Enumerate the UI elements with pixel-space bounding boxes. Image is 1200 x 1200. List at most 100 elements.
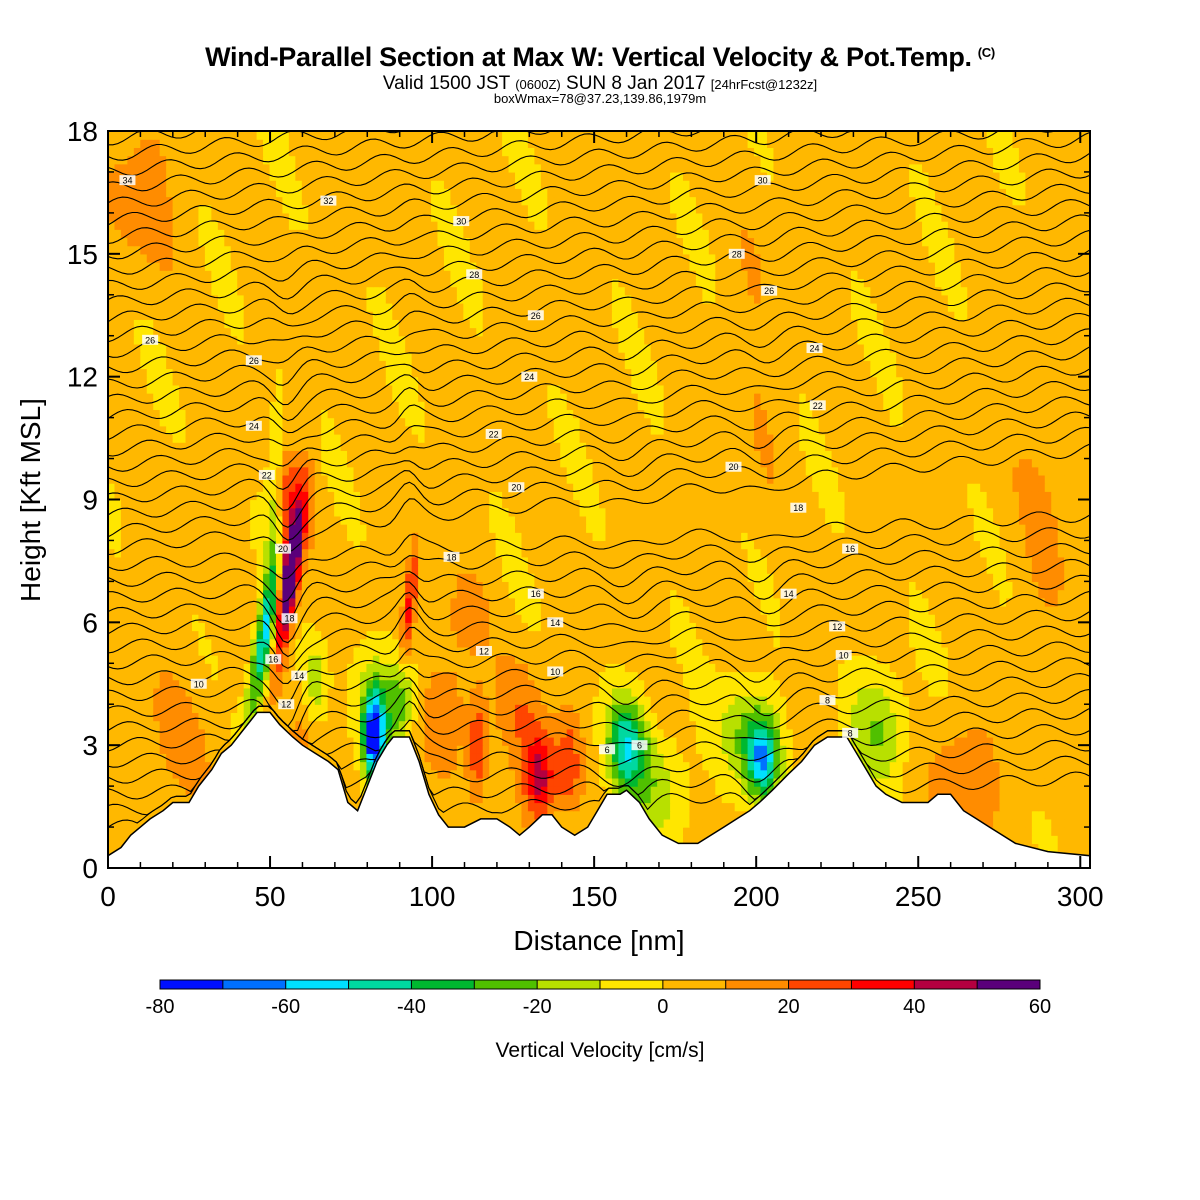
w-cell bbox=[973, 720, 981, 730]
w-cell bbox=[573, 794, 581, 804]
w-cell bbox=[670, 753, 678, 763]
w-cell bbox=[721, 720, 729, 730]
w-cell bbox=[728, 745, 736, 754]
w-cell bbox=[754, 646, 762, 656]
w-cell bbox=[676, 835, 684, 845]
w-cell bbox=[909, 794, 917, 804]
w-cell bbox=[1077, 622, 1085, 632]
w-cell bbox=[889, 671, 897, 681]
w-cell bbox=[456, 728, 464, 738]
w-cell bbox=[398, 630, 406, 640]
w-cell bbox=[999, 655, 1007, 664]
w-cell bbox=[747, 622, 755, 632]
w-cell bbox=[695, 745, 703, 754]
w-cell bbox=[618, 753, 626, 763]
w-cell bbox=[579, 794, 587, 804]
w-cell bbox=[366, 687, 374, 697]
w-cell bbox=[237, 663, 245, 673]
w-cell bbox=[521, 736, 529, 746]
w-cell bbox=[605, 671, 613, 681]
w-cell bbox=[275, 663, 284, 673]
w-cell bbox=[1083, 769, 1091, 779]
w-cell bbox=[191, 728, 200, 738]
w-cell bbox=[204, 761, 212, 771]
w-cell bbox=[637, 769, 645, 779]
w-cell bbox=[166, 646, 174, 656]
w-cell bbox=[295, 704, 303, 714]
w-cell bbox=[605, 630, 613, 640]
w-cell bbox=[631, 761, 639, 771]
w-cell bbox=[870, 720, 878, 730]
w-cell bbox=[960, 704, 968, 714]
w-cell bbox=[359, 671, 368, 681]
w-cell bbox=[1057, 679, 1065, 689]
w-cell bbox=[986, 728, 994, 738]
w-cell bbox=[256, 671, 264, 681]
w-cell bbox=[967, 614, 975, 623]
w-cell bbox=[618, 720, 626, 730]
w-cell bbox=[405, 638, 413, 648]
w-cell bbox=[599, 777, 607, 787]
w-cell bbox=[411, 712, 419, 722]
w-cell bbox=[185, 720, 193, 730]
w-cell bbox=[114, 671, 122, 681]
w-cell bbox=[120, 622, 128, 632]
w-cell bbox=[779, 769, 787, 779]
w-cell bbox=[605, 786, 613, 795]
w-cell bbox=[1025, 728, 1033, 738]
w-cell bbox=[204, 753, 212, 763]
w-cell bbox=[876, 614, 884, 623]
w-cell bbox=[1044, 712, 1052, 722]
w-cell bbox=[702, 605, 710, 615]
w-cell bbox=[682, 638, 691, 648]
w-cell bbox=[534, 777, 542, 787]
w-cell bbox=[934, 720, 943, 730]
w-cell bbox=[334, 605, 342, 615]
w-cell bbox=[973, 687, 981, 697]
w-cell bbox=[1057, 843, 1065, 853]
w-cell bbox=[657, 761, 665, 771]
w-cell bbox=[741, 704, 749, 714]
w-cell bbox=[618, 769, 626, 779]
w-cell bbox=[857, 745, 865, 754]
w-cell bbox=[424, 646, 432, 656]
w-cell bbox=[883, 696, 891, 705]
w-cell bbox=[786, 638, 794, 648]
w-cell bbox=[928, 728, 936, 738]
w-cell bbox=[489, 720, 497, 730]
w-cell bbox=[521, 638, 529, 648]
w-cell bbox=[863, 753, 871, 763]
w-cell bbox=[960, 745, 968, 754]
w-cell bbox=[204, 614, 212, 623]
w-cell bbox=[198, 638, 206, 648]
w-cell bbox=[340, 728, 348, 738]
w-cell bbox=[443, 597, 452, 607]
w-cell bbox=[618, 655, 626, 664]
w-cell bbox=[508, 777, 516, 787]
w-cell bbox=[301, 704, 309, 714]
w-cell bbox=[1025, 671, 1033, 681]
w-cell bbox=[482, 597, 490, 607]
w-cell bbox=[288, 622, 296, 632]
w-cell bbox=[857, 696, 865, 705]
w-cell bbox=[1077, 638, 1085, 648]
w-cell bbox=[870, 622, 878, 632]
w-cell bbox=[443, 663, 452, 673]
w-cell bbox=[166, 655, 174, 664]
w-cell bbox=[482, 769, 490, 779]
w-cell bbox=[741, 802, 749, 812]
w-cell bbox=[140, 712, 148, 722]
w-cell bbox=[347, 687, 355, 697]
w-cell bbox=[1025, 827, 1033, 836]
w-cell bbox=[1038, 671, 1046, 681]
w-cell bbox=[599, 794, 607, 804]
w-cell bbox=[631, 728, 639, 738]
w-cell bbox=[876, 745, 884, 754]
w-cell bbox=[889, 704, 897, 714]
w-cell bbox=[999, 614, 1007, 623]
w-cell bbox=[812, 704, 820, 714]
w-cell bbox=[695, 712, 703, 722]
w-cell bbox=[702, 696, 710, 705]
w-cell bbox=[502, 663, 510, 673]
w-cell bbox=[1038, 753, 1046, 763]
